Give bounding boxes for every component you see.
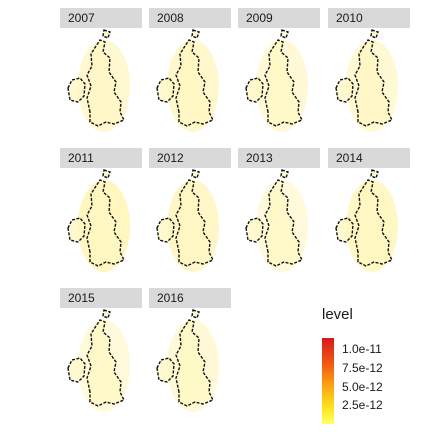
shetland-outline: [191, 309, 200, 319]
legend-tick-label: 5.0e-12: [342, 379, 383, 394]
facet-map: [245, 169, 308, 272]
great-britain-outline: [354, 179, 393, 267]
shetland-outline: [102, 29, 111, 39]
facet-strip-label: 2016: [149, 288, 231, 308]
facet-strip-label: 2012: [149, 148, 231, 168]
shetland-outline: [370, 29, 379, 39]
ireland-outline: [67, 77, 86, 103]
facet-map: [335, 169, 398, 272]
facet-panel-2012: 2012: [149, 148, 231, 283]
legend-tick-label: 2.5e-12: [342, 398, 383, 413]
ireland-outline: [335, 217, 354, 243]
facet-strip-label: 2008: [149, 8, 231, 28]
legend-title: level: [322, 306, 353, 323]
facet-strip-label: 2011: [60, 148, 142, 168]
facet-map: [67, 29, 130, 132]
ireland-outline: [335, 77, 354, 103]
great-britain-outline: [264, 179, 303, 267]
ireland-outline: [245, 77, 264, 103]
legend-tick-label: 7.5e-12: [342, 360, 383, 375]
facet-panel-2011: 2011: [60, 148, 142, 283]
facet-panel-2015: 2015: [60, 288, 142, 423]
facet-strip-label: 2014: [328, 148, 410, 168]
facet-strip-label: 2010: [328, 8, 410, 28]
facet-map: [335, 29, 398, 132]
legend-tick-mark: [334, 367, 338, 369]
shetland-outline: [280, 169, 289, 179]
great-britain-outline: [86, 179, 125, 267]
shetland-outline: [280, 29, 289, 39]
facet-strip-label: 2007: [60, 8, 142, 28]
facet-panel-2013: 2013: [238, 148, 320, 283]
legend-tick-mark: [334, 386, 338, 388]
color-legend: level 1.0e-11 7.5e-12 5.0e-12 2.5e-12: [320, 306, 430, 432]
facet-map: [67, 169, 130, 272]
shetland-outline: [191, 29, 200, 39]
facet-panel-2007: 2007: [60, 8, 142, 143]
legend-tick-label: 1.0e-11: [342, 342, 382, 357]
ireland-outline: [245, 217, 264, 243]
facet-panel-2016: 2016: [149, 288, 231, 423]
ireland-outline: [156, 357, 175, 383]
facet-strip-label: 2015: [60, 288, 142, 308]
ireland-outline: [67, 357, 86, 383]
facet-panel-2009: 2009: [238, 8, 320, 143]
legend-tick-mark: [334, 405, 338, 407]
great-britain-outline: [175, 39, 214, 127]
facet-panel-2010: 2010: [328, 8, 410, 143]
shetland-outline: [191, 169, 200, 179]
ireland-outline: [156, 77, 175, 103]
great-britain-outline: [264, 39, 303, 127]
legend-colorbar: [322, 338, 334, 424]
facet-strip-label: 2013: [238, 148, 320, 168]
ireland-outline: [67, 217, 86, 243]
facet-map: [156, 29, 219, 132]
facet-panel-2008: 2008: [149, 8, 231, 143]
facet-strip-label: 2009: [238, 8, 320, 28]
legend-tick-mark: [334, 349, 338, 351]
facet-map: [245, 29, 308, 132]
great-britain-outline: [86, 319, 125, 407]
shetland-outline: [102, 169, 111, 179]
great-britain-outline: [175, 179, 214, 267]
ireland-outline: [156, 217, 175, 243]
great-britain-outline: [354, 39, 393, 127]
facet-map: [67, 309, 130, 412]
facet-map: [156, 309, 219, 412]
shetland-outline: [102, 309, 111, 319]
great-britain-outline: [175, 319, 214, 407]
facet-map: [156, 169, 219, 272]
great-britain-outline: [86, 39, 125, 127]
facet-panel-2014: 2014: [328, 148, 410, 283]
shetland-outline: [370, 169, 379, 179]
